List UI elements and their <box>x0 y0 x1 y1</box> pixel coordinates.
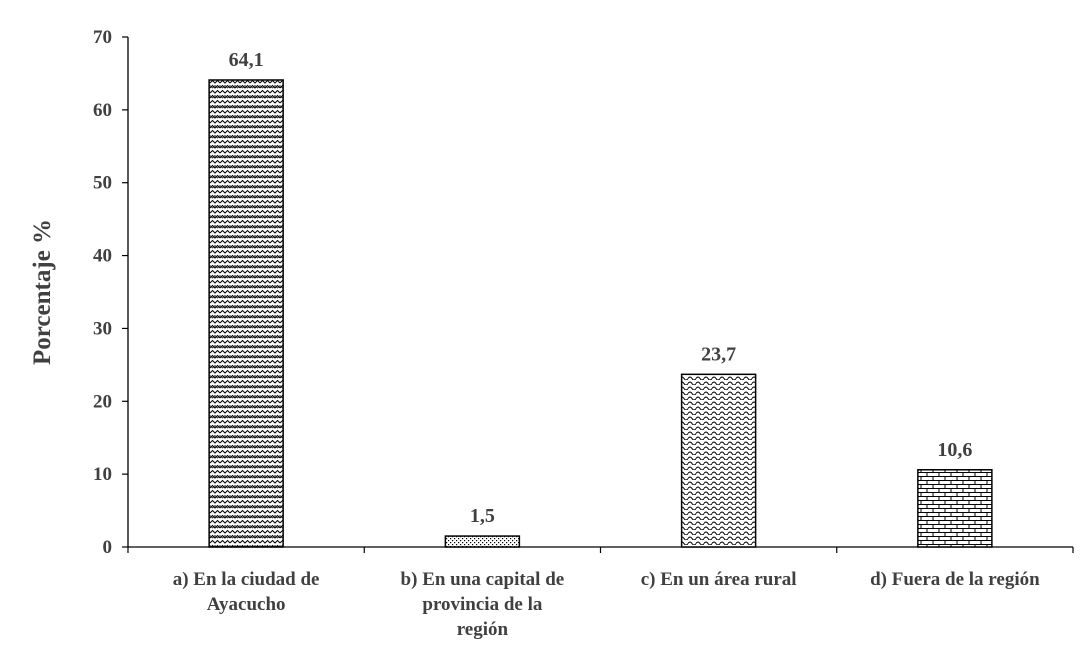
x-tick-label: a) En la ciudad de <box>173 569 320 590</box>
y-tick-label: 20 <box>93 391 112 412</box>
y-tick-label: 40 <box>93 246 112 267</box>
x-tick-label: c) En un área rural <box>641 569 797 590</box>
bars <box>208 79 993 548</box>
labels: 0 10 20 30 40 50 60 70 Porcentaje % 64,1 a) En la … <box>29 27 1040 640</box>
data-label: 23,7 <box>701 343 736 365</box>
x-tick-label: provincia de la <box>422 594 542 615</box>
x-tick-label: d) Fuera de la región <box>870 569 1040 590</box>
y-tick-label: 60 <box>93 100 112 121</box>
x-tick-label: Ayacucho <box>207 594 286 615</box>
data-label: 1,5 <box>470 505 495 527</box>
bar-3 <box>680 373 757 548</box>
bar-1 <box>208 79 284 548</box>
x-tick-label: región <box>457 619 509 640</box>
y-axis-title: Porcentaje % <box>29 219 56 365</box>
y-tick-label: 70 <box>93 27 112 48</box>
bar-4 <box>917 469 993 548</box>
y-tick-label: 10 <box>93 464 112 485</box>
data-label: 64,1 <box>229 49 264 71</box>
y-tick-label: 50 <box>93 173 112 194</box>
x-tick-label: b) En una capital de <box>401 569 565 590</box>
y-tick-label: 30 <box>93 318 112 339</box>
y-tick-label: 0 <box>103 537 113 558</box>
bar-2 <box>444 535 521 548</box>
axes <box>122 36 1074 553</box>
data-label: 10,6 <box>937 439 972 461</box>
